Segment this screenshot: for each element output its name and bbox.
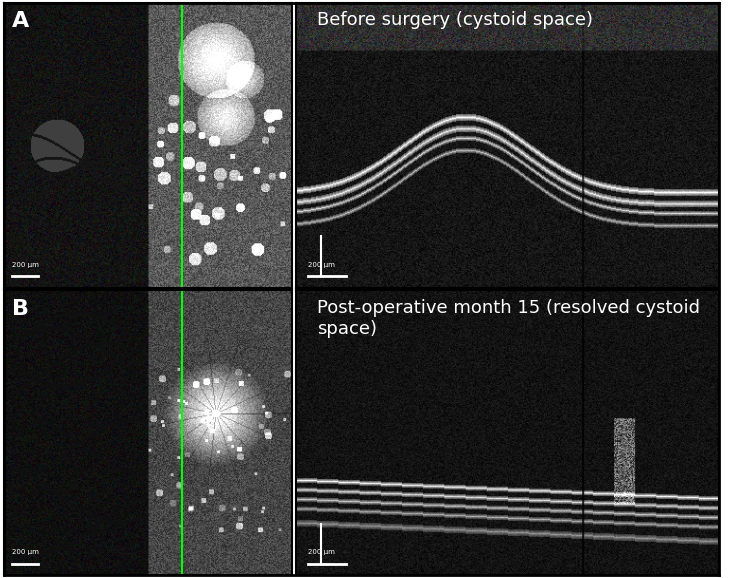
Text: A: A: [12, 12, 29, 31]
Text: B: B: [12, 299, 29, 319]
Text: 200 μm: 200 μm: [308, 262, 335, 268]
Text: 200 μm: 200 μm: [308, 549, 335, 555]
Text: 200 μm: 200 μm: [12, 262, 39, 268]
Text: Post-operative month 15 (resolved cystoid
space): Post-operative month 15 (resolved cystoi…: [317, 299, 700, 338]
Text: 200 μm: 200 μm: [12, 549, 39, 555]
Text: Before surgery (cystoid space): Before surgery (cystoid space): [317, 12, 593, 29]
